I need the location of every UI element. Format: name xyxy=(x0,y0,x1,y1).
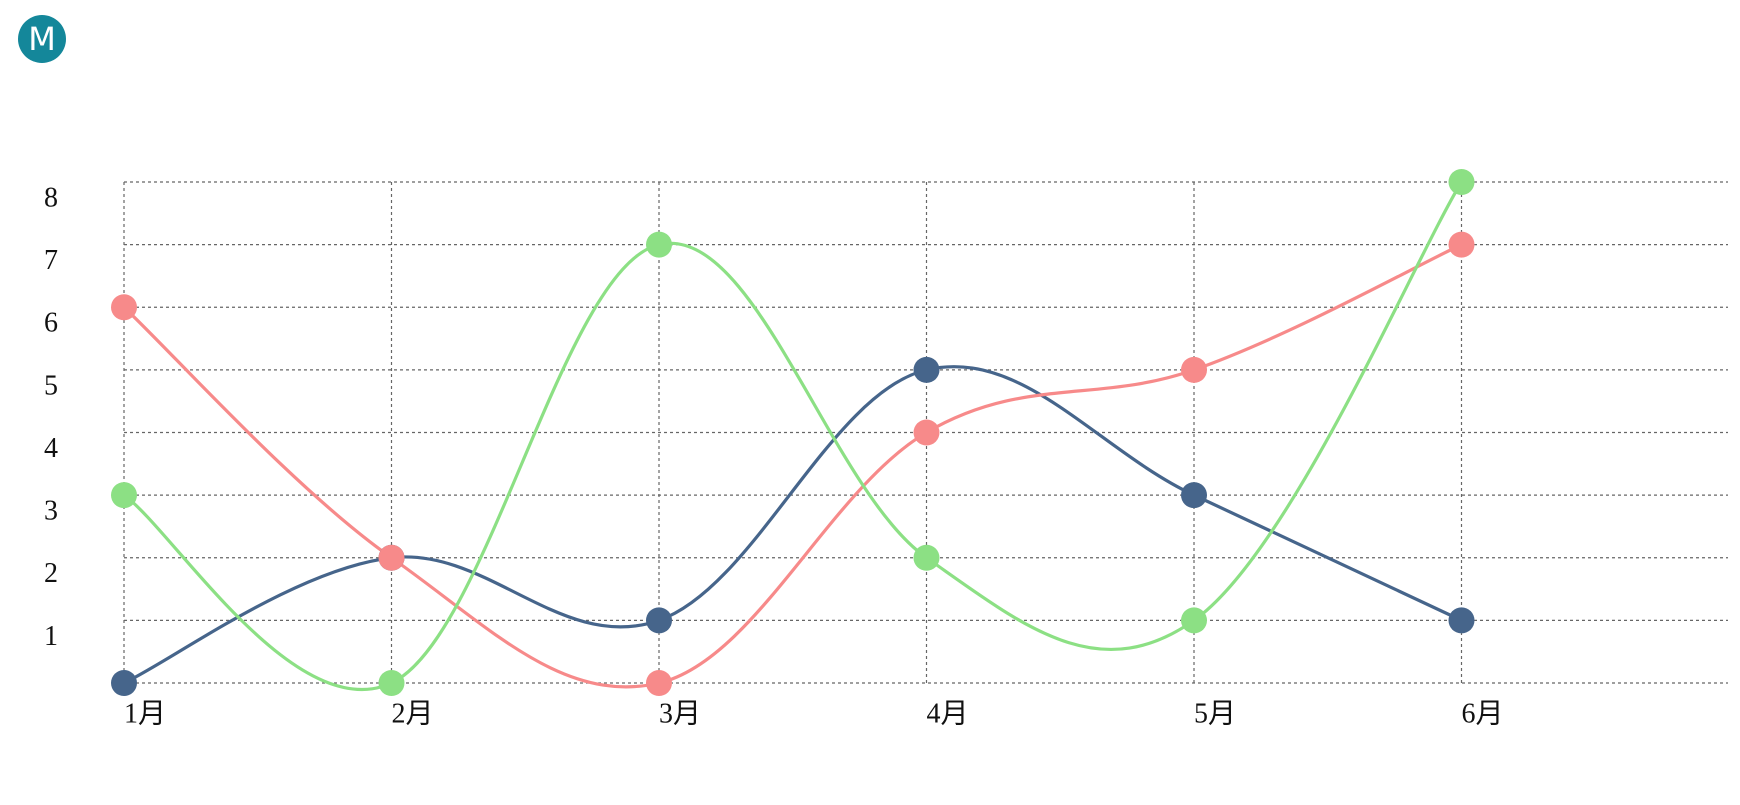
data-point xyxy=(646,607,672,634)
x-tick-label: 4月 xyxy=(927,698,969,729)
logo: M xyxy=(18,15,66,63)
data-point xyxy=(378,670,405,696)
series-line xyxy=(122,243,1463,689)
y-tick-label: 6 xyxy=(44,308,58,339)
x-tick-label: 2月 xyxy=(392,698,434,729)
data-point xyxy=(1448,231,1475,258)
series-line xyxy=(123,365,1463,685)
series-line xyxy=(123,181,1463,692)
y-tick-label: 4 xyxy=(44,433,58,464)
data-point xyxy=(1448,169,1475,195)
data-point xyxy=(913,356,940,383)
x-tick-label: 1月 xyxy=(124,698,166,729)
y-tick-label: 3 xyxy=(44,496,58,527)
data-point xyxy=(913,544,940,571)
data-point xyxy=(111,482,137,509)
y-tick-label: 7 xyxy=(44,245,58,276)
data-point xyxy=(378,544,405,571)
data-point xyxy=(1181,482,1207,509)
y-tick-label: 2 xyxy=(44,558,58,589)
x-tick-label: 6月 xyxy=(1462,698,1504,729)
y-tick-label: 1 xyxy=(44,621,58,652)
data-point xyxy=(1181,607,1207,634)
data-point xyxy=(646,670,672,696)
data-point xyxy=(1181,356,1207,383)
data-point xyxy=(111,670,137,696)
data-point xyxy=(1448,607,1475,634)
y-tick-label: 5 xyxy=(44,370,58,401)
y-tick-label: 8 xyxy=(44,182,58,213)
x-tick-label: 5月 xyxy=(1194,698,1236,729)
data-point xyxy=(913,419,940,446)
data-point xyxy=(646,231,672,258)
x-tick-label: 3月 xyxy=(659,698,701,729)
data-point xyxy=(111,294,137,321)
